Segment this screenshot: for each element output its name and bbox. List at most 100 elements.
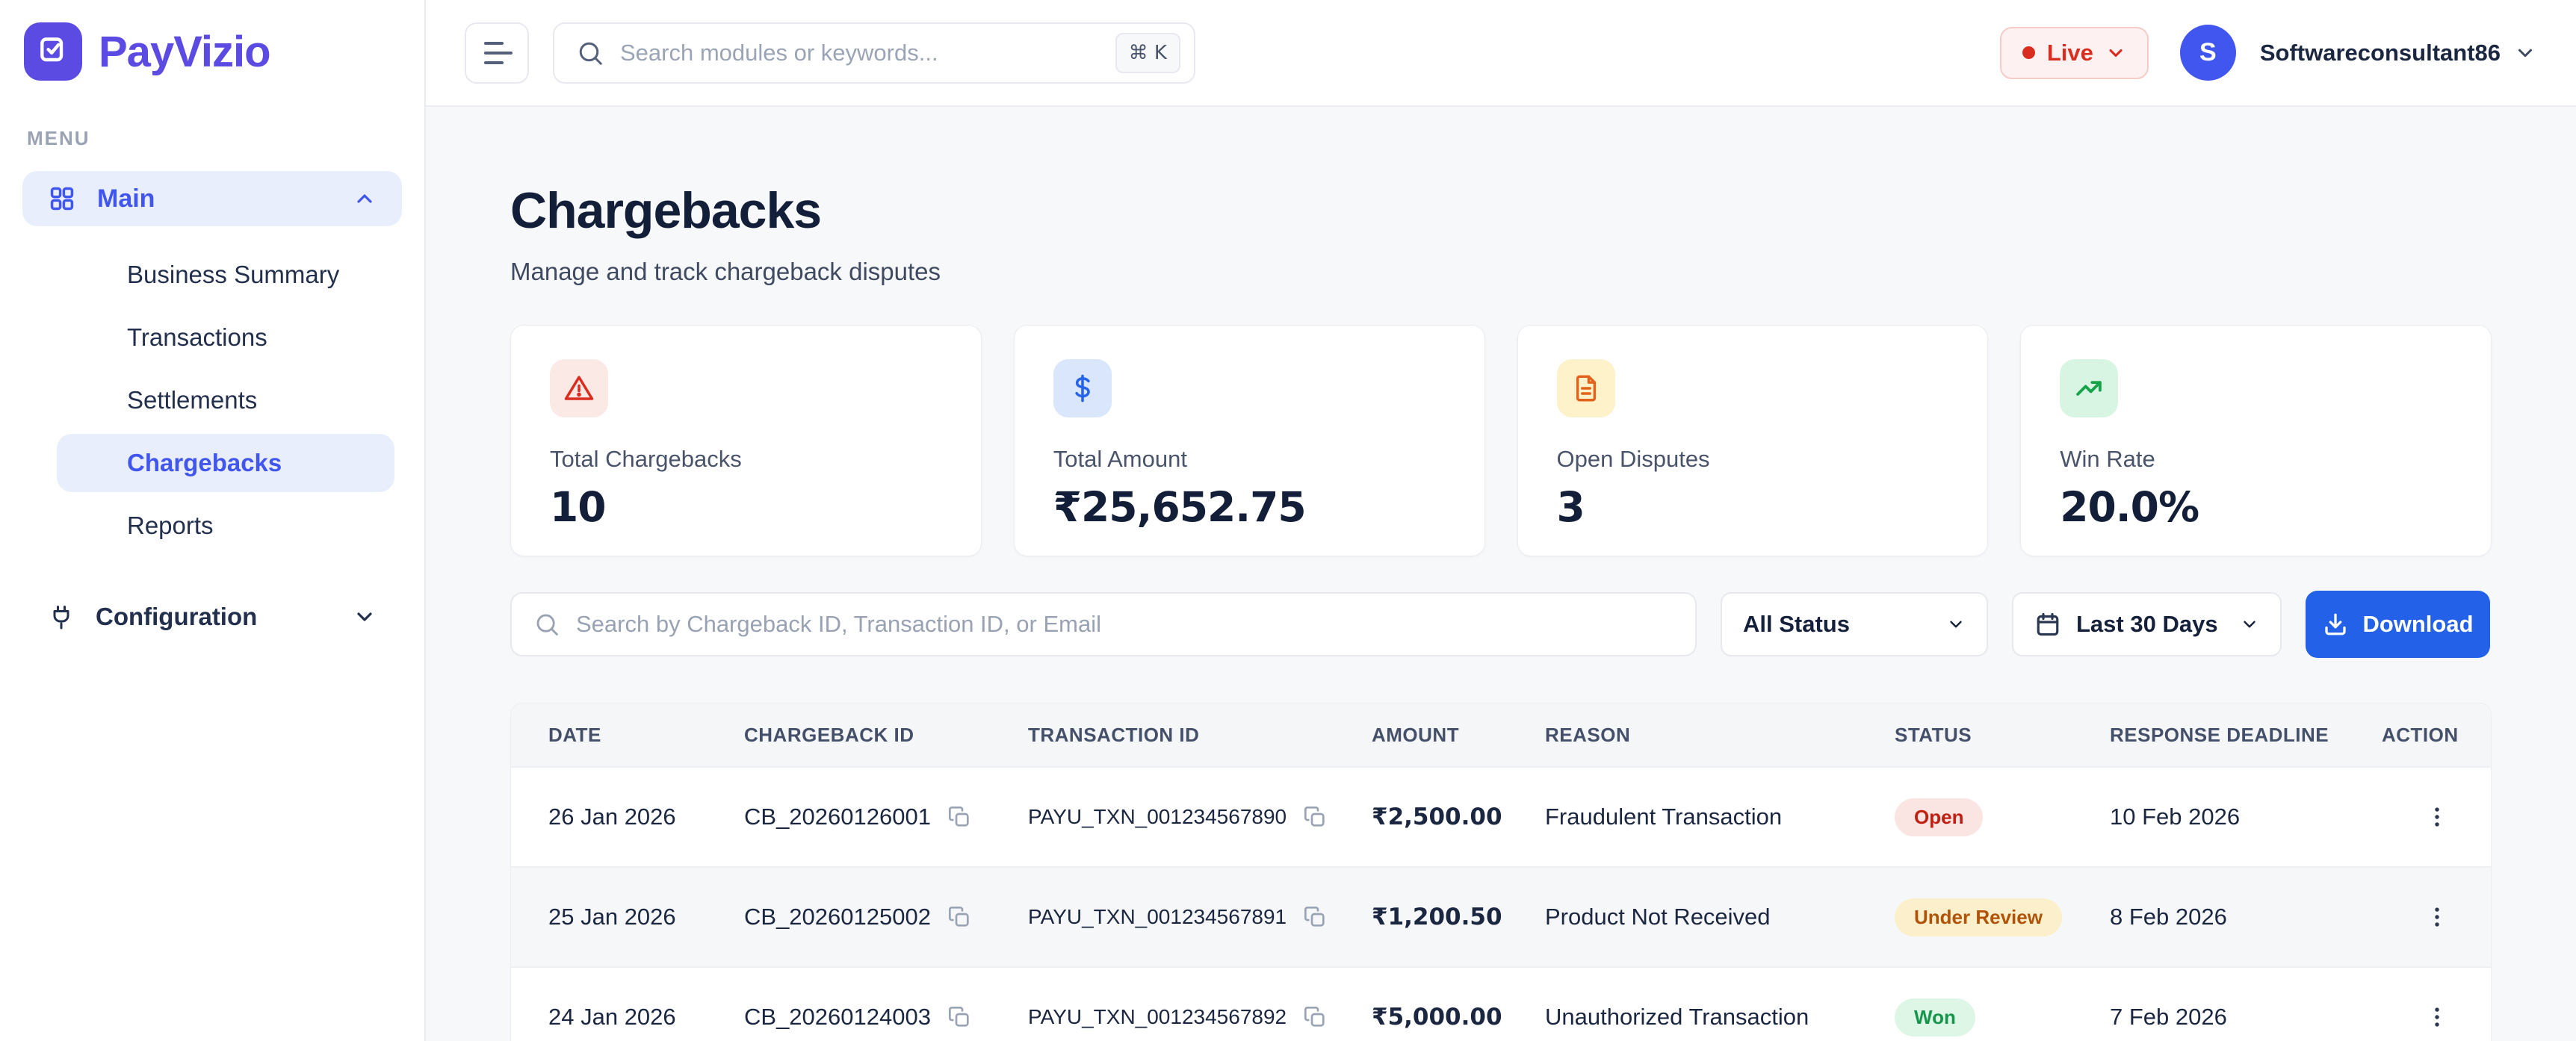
cell-amount: ₹1,200.50 xyxy=(1372,904,1502,930)
sidebar-item-label: Reports xyxy=(127,512,214,539)
stat-label: Open Disputes xyxy=(1556,446,1710,472)
table-search-input[interactable] xyxy=(576,611,1673,638)
cell-action xyxy=(2382,897,2461,937)
sidebar-item-transactions[interactable]: Transactions xyxy=(57,308,394,367)
avatar[interactable]: S xyxy=(2179,25,2236,81)
row-actions-button[interactable] xyxy=(2413,897,2461,937)
copy-chargeback-id-button[interactable] xyxy=(944,1002,974,1032)
column-header-amount: Amount xyxy=(1372,723,1460,746)
download-icon xyxy=(2325,613,2347,636)
table-row: 24 Jan 2026 CB_20260124003 PAYU_TXN_001234… xyxy=(511,966,2491,1041)
brand-logo[interactable]: PayVizio xyxy=(22,22,402,81)
plug-icon xyxy=(48,603,75,630)
column-header-chargeback-id: Chargeback ID xyxy=(744,723,914,746)
page-content: Chargebacks Manage and track chargeback … xyxy=(426,107,2576,1041)
global-search-input[interactable] xyxy=(620,39,1115,66)
download-button[interactable]: Download xyxy=(2306,591,2490,658)
cell-action xyxy=(2382,797,2461,837)
sidebar-item-business-summary[interactable]: Business Summary xyxy=(57,246,394,304)
status-filter-value: All Status xyxy=(1743,611,1850,637)
sidebar-group-main-label: Main xyxy=(97,184,155,213)
cell-status: Won xyxy=(1895,998,2110,1037)
cell-transaction-id: PAYU_TXN_001234567891 xyxy=(1028,902,1372,932)
cell-reason: Unauthorized Transaction xyxy=(1545,1004,1809,1030)
live-mode-selector[interactable]: Live xyxy=(1999,26,2149,79)
brand-name: PayVizio xyxy=(99,27,270,76)
row-actions-button[interactable] xyxy=(2413,797,2461,837)
cell-action xyxy=(2382,997,2461,1037)
sidebar-menu-label: MENU xyxy=(27,127,90,149)
calendar-icon xyxy=(2034,611,2061,638)
grid-icon xyxy=(48,184,76,213)
user-menu[interactable]: Softwareconsultant86 xyxy=(2260,40,2536,66)
copy-chargeback-id-button[interactable] xyxy=(944,802,974,832)
sidebar-subnav: Business Summary Transactions Settlements C… xyxy=(22,246,402,555)
sidebar-item-reports[interactable]: Reports xyxy=(57,497,394,555)
search-icon xyxy=(577,40,604,66)
copy-chargeback-id-button[interactable] xyxy=(944,902,974,932)
sidebar-item-label: Business Summary xyxy=(127,261,340,288)
copy-transaction-id-button[interactable] xyxy=(1300,802,1330,832)
download-label: Download xyxy=(2362,611,2474,637)
search-icon xyxy=(534,612,560,637)
cell-response-deadline: 10 Feb 2026 xyxy=(2110,804,2241,830)
live-dot-icon xyxy=(2022,46,2035,59)
cell-status: Open xyxy=(1895,798,2110,836)
sidebar-toggle-button[interactable] xyxy=(465,22,529,84)
cell-transaction-id: PAYU_TXN_001234567890 xyxy=(1028,802,1372,832)
date-range-value: Last 30 Days xyxy=(2076,611,2218,637)
column-header-status: Status xyxy=(1895,723,1972,746)
stat-label: Win Rate xyxy=(2060,446,2155,472)
warning-icon xyxy=(550,359,608,417)
status-filter-select[interactable]: All Status xyxy=(1721,592,1988,656)
copy-transaction-id-button[interactable] xyxy=(1300,1002,1330,1032)
cell-reason: Product Not Received xyxy=(1545,904,1771,930)
stats-row: Total Chargebacks 10 Total Amount ₹25,652.7… xyxy=(510,325,2492,556)
cell-reason: Fraudulent Transaction xyxy=(1545,804,1783,830)
sidebar-item-chargebacks[interactable]: Chargebacks xyxy=(57,434,394,492)
sidebar-item-settlements[interactable]: Settlements xyxy=(57,371,394,429)
cell-transaction-id: PAYU_TXN_001234567892 xyxy=(1028,1002,1372,1032)
copy-transaction-id-button[interactable] xyxy=(1300,902,1330,932)
cell-date: 26 Jan 2026 xyxy=(548,804,676,830)
chevron-down-icon xyxy=(2240,615,2259,634)
table-header-row: Date Chargeback ID Transaction ID Amount Rea… xyxy=(511,703,2491,766)
main-column: ⌘ K Live S Softwareconsultant86 Chargeba… xyxy=(426,0,2576,1041)
topbar: ⌘ K Live S Softwareconsultant86 xyxy=(426,0,2576,107)
stat-value: 3 xyxy=(1556,483,1585,531)
trend-up-icon xyxy=(2060,359,2119,417)
cell-amount: ₹5,000.00 xyxy=(1372,1004,1502,1031)
page-subtitle: Manage and track chargeback disputes xyxy=(510,258,941,285)
stat-card-win-rate: Win Rate 20.0% xyxy=(2020,325,2492,556)
table-row: 25 Jan 2026 CB_20260125002 PAYU_TXN_001234… xyxy=(511,866,2491,966)
sidebar-group-main[interactable]: Main xyxy=(22,171,402,226)
page-title: Chargebacks xyxy=(510,182,822,239)
brand-logo-icon xyxy=(24,22,82,81)
sidebar-item-label: Chargebacks xyxy=(127,449,282,476)
column-header-date: Date xyxy=(548,723,601,746)
column-header-response-deadline: Response Deadline xyxy=(2110,723,2329,746)
stat-card-total-chargebacks: Total Chargebacks 10 xyxy=(510,325,982,556)
shortcut-badge[interactable]: ⌘ K xyxy=(1115,32,1180,73)
date-range-select[interactable]: Last 30 Days xyxy=(2012,592,2282,656)
status-badge: Under Review xyxy=(1895,898,2062,936)
chevron-up-icon xyxy=(353,187,377,211)
cell-response-deadline: 7 Feb 2026 xyxy=(2110,1004,2227,1030)
row-actions-button[interactable] xyxy=(2413,997,2461,1037)
chevron-down-icon xyxy=(1946,615,1966,634)
column-header-action: Action xyxy=(2382,723,2459,746)
stat-value: ₹25,652.75 xyxy=(1053,483,1307,531)
chargebacks-table: Date Chargeback ID Transaction ID Amount Rea… xyxy=(510,703,2492,1041)
cell-response-deadline: 8 Feb 2026 xyxy=(2110,904,2227,930)
sidebar-group-configuration-label: Configuration xyxy=(96,603,258,630)
stat-value: 10 xyxy=(550,483,607,531)
cell-chargeback-id: CB_20260124003 xyxy=(744,1002,1028,1032)
hamburger-icon xyxy=(484,41,504,45)
chevron-down-icon xyxy=(2109,49,2123,57)
cell-date: 25 Jan 2026 xyxy=(548,904,676,930)
chevron-down-icon xyxy=(353,605,377,629)
sidebar-group-configuration[interactable]: Configuration xyxy=(22,588,402,646)
table-search xyxy=(510,592,1697,656)
stat-card-open-disputes: Open Disputes 3 xyxy=(1517,325,1989,556)
